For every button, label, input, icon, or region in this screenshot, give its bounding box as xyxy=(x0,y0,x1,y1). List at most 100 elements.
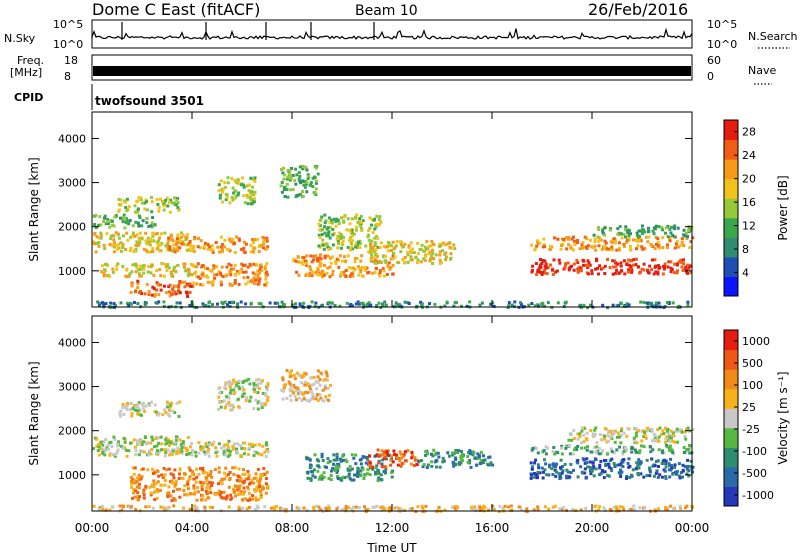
cell-1-12-108 xyxy=(375,504,379,508)
cell-0-7-16 xyxy=(217,189,221,193)
cell-0-13-111 xyxy=(645,235,649,239)
cell-1-1-19 xyxy=(121,402,125,406)
cell-1-2-111 xyxy=(208,487,212,491)
cell-1-0-94 xyxy=(151,438,155,442)
cell-1-2-114 xyxy=(149,491,153,495)
cell-0-6-75 xyxy=(244,282,248,286)
cell-1-5-33 xyxy=(314,397,318,401)
cell-0-6-24 xyxy=(210,269,214,273)
cell-1-6-44 xyxy=(374,466,378,470)
cell-0-13-113 xyxy=(661,236,665,240)
cell-1-5-32 xyxy=(318,383,322,387)
cell-0-2-44 xyxy=(155,288,159,292)
cell-0-15-239 xyxy=(645,301,649,305)
freq-trace xyxy=(93,66,691,76)
cell-0-0-8 xyxy=(102,243,106,247)
cell-0-13-65 xyxy=(567,236,571,239)
cell-0-10-81 xyxy=(341,239,345,243)
cell-1-2-245 xyxy=(264,491,268,495)
cell-0-12-97 xyxy=(634,263,638,267)
cell-1-12-97 xyxy=(491,504,495,508)
cell-0-0-135 xyxy=(135,233,139,237)
cell-0-12-155 xyxy=(620,269,623,273)
cell-1-4-58 xyxy=(256,391,260,395)
cell-1-9-149 xyxy=(685,472,689,476)
freq-tick-top: 18 xyxy=(64,54,78,67)
cell-1-3-104 xyxy=(222,450,226,454)
cell-0-6-76 xyxy=(265,270,269,274)
cell-1-1-49 xyxy=(150,400,153,404)
cell-1-6-82 xyxy=(384,467,388,471)
cell-0-11-39 xyxy=(415,261,419,265)
cell-1-11-111 xyxy=(585,438,589,442)
cell-1-9-176 xyxy=(566,470,570,474)
cell-0-10-99 xyxy=(360,221,364,225)
cell-1-6-116 xyxy=(308,466,312,470)
cell-1-9-98 xyxy=(675,470,679,474)
cell-1-9-137 xyxy=(563,462,567,466)
cell-1-3-65 xyxy=(205,445,209,449)
cell-0-15-232 xyxy=(365,302,369,306)
cell-1-2-252 xyxy=(153,489,157,493)
cell-0-14-28 xyxy=(682,228,686,232)
cell-1-2-131 xyxy=(187,487,190,491)
cell-0-3-34 xyxy=(174,203,178,207)
cell-0-5-68 xyxy=(199,246,202,250)
cell-1-9-144 xyxy=(529,476,533,480)
cell-1-0-88 xyxy=(132,438,136,442)
cell-0-10-105 xyxy=(345,228,349,232)
xtick-label-0: 00:00 xyxy=(75,521,110,535)
cell-0-12-68 xyxy=(555,269,559,273)
cell-1-3-34 xyxy=(207,447,211,451)
cell-0-3-29 xyxy=(168,210,172,214)
cbar-tick-label-cbar-velocity-1: 500 xyxy=(742,357,763,370)
cell-1-10-89 xyxy=(571,452,575,456)
cell-0-15-125 xyxy=(109,301,113,305)
cell-1-4-50 xyxy=(237,379,241,383)
cell-1-2-11 xyxy=(236,493,240,497)
cell-0-6-18 xyxy=(257,279,261,283)
cell-1-9-91 xyxy=(660,475,664,479)
cell-1-6-14 xyxy=(377,459,381,463)
cell-1-2-32 xyxy=(192,492,196,496)
cell-0-15-63 xyxy=(338,304,342,308)
cell-0-12-20 xyxy=(669,270,673,274)
cell-0-8-40 xyxy=(308,183,312,187)
cell-0-4-46 xyxy=(123,226,127,230)
cell-0-12-7 xyxy=(650,268,654,272)
cell-1-6-153 xyxy=(378,477,382,481)
cell-0-14-17 xyxy=(653,226,656,230)
cell-0-12-118 xyxy=(646,268,650,272)
cell-1-9-13 xyxy=(553,468,557,472)
cell-1-9-97 xyxy=(551,473,555,476)
cell-1-4-99 xyxy=(244,399,248,402)
cell-0-15-128 xyxy=(654,301,658,305)
cell-1-5-70 xyxy=(292,383,296,387)
cell-1-2-75 xyxy=(130,482,133,486)
cell-0-6-47 xyxy=(244,270,248,274)
cell-0-12-147 xyxy=(669,260,673,264)
cell-1-4-53 xyxy=(256,401,260,405)
cell-0-11-1 xyxy=(423,245,427,249)
cell-0-13-96 xyxy=(635,247,638,251)
cell-1-2-221 xyxy=(251,497,254,501)
cell-0-10-134 xyxy=(318,235,322,239)
cell-0-1-43 xyxy=(127,274,131,278)
cell-0-0-61 xyxy=(181,240,185,244)
cell-1-5-93 xyxy=(292,373,296,377)
cell-0-9-155 xyxy=(351,274,355,278)
cell-1-2-151 xyxy=(136,498,140,501)
cell-1-2-49 xyxy=(254,476,258,480)
cell-1-2-99 xyxy=(255,488,259,492)
cell-1-2-214 xyxy=(195,467,198,471)
cell-0-12-38 xyxy=(652,272,656,276)
cell-1-4-96 xyxy=(228,391,232,395)
cell-1-8-6 xyxy=(460,452,464,456)
cell-1-6-70 xyxy=(308,458,312,462)
cell-1-9-118 xyxy=(572,468,575,472)
cell-0-10-116 xyxy=(325,234,329,238)
cell-0-8-20 xyxy=(283,188,286,191)
cell-1-9-107 xyxy=(547,473,551,477)
cell-1-2-223 xyxy=(197,472,201,476)
cell-1-9-83 xyxy=(630,474,634,478)
